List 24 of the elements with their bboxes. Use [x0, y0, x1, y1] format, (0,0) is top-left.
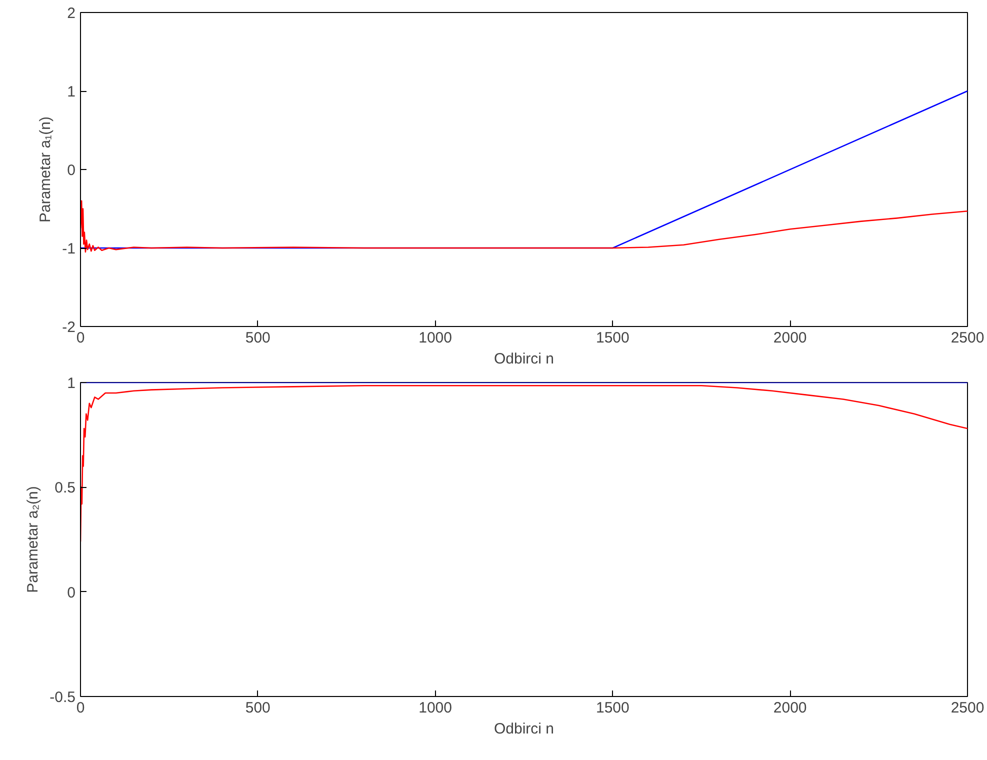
- y-tick-label: 0: [67, 162, 76, 179]
- y-tick-label: -2: [62, 319, 76, 336]
- x-tick-label: 2000: [773, 700, 807, 716]
- y-tick-label: 2: [67, 5, 76, 22]
- y-tick-label: -0.5: [50, 689, 76, 706]
- y-tick-label: -1: [62, 240, 76, 258]
- x-tick-label: 2500: [950, 700, 984, 716]
- x-tick-label: 1000: [418, 700, 452, 716]
- y-tick-label: 0: [67, 584, 76, 602]
- x-tick-label: 1000: [418, 330, 452, 346]
- y-tick-label: 0.5: [54, 480, 76, 497]
- x-tick-label: 2500: [950, 330, 984, 346]
- y-tick-label: 1: [67, 375, 76, 392]
- x-tick-label: 1500: [596, 700, 630, 716]
- x-tick-label: 500: [245, 330, 270, 346]
- x-axis-title: Odbirci n: [494, 350, 554, 368]
- y-axis-title: Parametar a₂(n): [24, 486, 42, 593]
- x-tick-label: 1500: [596, 330, 630, 346]
- x-tick-label: 2000: [773, 330, 807, 346]
- line-series: [80, 200, 968, 253]
- y-axis-title: Parametar a₁(n): [37, 116, 54, 222]
- x-axis-title: Odbirci n: [494, 720, 554, 738]
- x-tick-label: 500: [245, 700, 270, 716]
- y-tick-label: 1: [67, 84, 76, 100]
